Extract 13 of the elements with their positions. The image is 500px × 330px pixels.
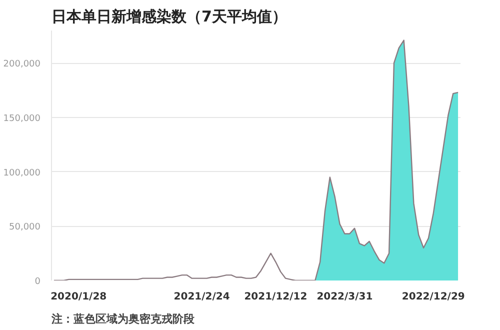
y-tick-label: 200,000 bbox=[3, 60, 41, 70]
x-tick-label: 2020/1/28 bbox=[50, 292, 107, 302]
y-tick-label: 150,000 bbox=[3, 114, 41, 124]
text: 注：蓝色区域为奥密克戎阶段 bbox=[50, 312, 196, 326]
x-tick-label: 2022/3/31 bbox=[316, 292, 373, 302]
y-tick-label: 50,000 bbox=[9, 222, 41, 233]
chart-title: 日本单日新增感染数（7天平均值） bbox=[52, 8, 287, 26]
y-tick-label: 100,000 bbox=[3, 168, 41, 178]
y-tick-label: 0 bbox=[34, 277, 41, 287]
x-tick-label: 2021/2/24 bbox=[174, 292, 230, 302]
line-series bbox=[53, 40, 459, 280]
x-tick-label: 2021/12/12 bbox=[244, 292, 308, 302]
x-tick-label: 2022/12/29 bbox=[402, 292, 465, 302]
